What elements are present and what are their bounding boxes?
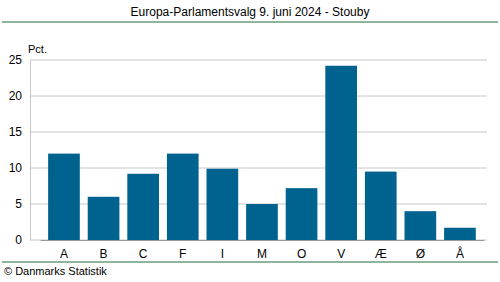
bar bbox=[48, 154, 80, 240]
bar bbox=[246, 204, 278, 240]
x-axis: ABCFIMOVÆØÅ bbox=[41, 240, 485, 261]
grid-line bbox=[30, 60, 487, 61]
y-tick-label: 20 bbox=[9, 89, 23, 103]
x-tick: V bbox=[337, 240, 345, 261]
bar bbox=[88, 197, 120, 240]
x-tick-label: C bbox=[139, 247, 148, 261]
x-tick: O bbox=[297, 240, 306, 261]
bar bbox=[127, 174, 159, 240]
y-tick: 25 bbox=[9, 53, 30, 67]
bar bbox=[207, 169, 239, 240]
bars bbox=[48, 66, 476, 240]
x-tick: Ø bbox=[416, 240, 425, 261]
grid-line bbox=[30, 132, 487, 133]
x-tick: I bbox=[221, 240, 224, 261]
title: Europa-Parlamentsvalg 9. juni 2024 - Sto… bbox=[131, 5, 370, 19]
x-tick: B bbox=[100, 240, 108, 261]
x-tick-label: B bbox=[100, 247, 108, 261]
bottom-rule bbox=[2, 262, 498, 263]
y-tick: 5 bbox=[15, 197, 30, 211]
y-tick-label: 10 bbox=[9, 161, 23, 175]
x-tick: C bbox=[139, 240, 148, 261]
x-tick-label: M bbox=[257, 247, 267, 261]
y-tick-label: 25 bbox=[9, 53, 23, 67]
x-tick-label: Æ bbox=[375, 247, 387, 261]
x-tick-label: O bbox=[297, 247, 306, 261]
source: © Danmarks Statistik bbox=[4, 265, 107, 277]
x-tick-label: Ø bbox=[416, 247, 425, 261]
bar bbox=[167, 154, 199, 240]
bar bbox=[286, 188, 318, 240]
x-tick-label: V bbox=[337, 247, 345, 261]
bar bbox=[365, 172, 397, 240]
x-tick: A bbox=[60, 240, 68, 261]
y-tick: 10 bbox=[9, 161, 30, 175]
chart: Europa-Parlamentsvalg 9. juni 2024 - Sto… bbox=[0, 0, 500, 282]
y-axis-line bbox=[30, 61, 31, 241]
y-tick-label: 5 bbox=[15, 197, 22, 211]
y-tick-label: 15 bbox=[9, 125, 23, 139]
x-tick-label: A bbox=[60, 247, 68, 261]
grid-line bbox=[30, 96, 487, 97]
bar bbox=[444, 228, 476, 240]
x-tick: Å bbox=[456, 240, 464, 261]
x-tick: Æ bbox=[375, 240, 387, 261]
bar bbox=[405, 211, 437, 240]
x-tick-label: Å bbox=[456, 246, 464, 261]
x-tick: F bbox=[179, 240, 186, 261]
y-tick: 15 bbox=[9, 125, 30, 139]
x-tick-label: F bbox=[179, 247, 186, 261]
y-tick-label: 0 bbox=[15, 233, 22, 247]
top-rule bbox=[2, 22, 498, 23]
grid bbox=[30, 60, 487, 240]
x-tick: M bbox=[257, 240, 267, 261]
bar bbox=[325, 66, 357, 240]
y-tick: 0 bbox=[15, 233, 30, 247]
x-axis-line bbox=[41, 240, 485, 241]
y-axis-title: Pct. bbox=[28, 43, 47, 55]
y-tick: 20 bbox=[9, 89, 30, 103]
x-tick-label: I bbox=[221, 247, 224, 261]
y-axis: 0 5 10 15 20 25 bbox=[9, 53, 31, 247]
grid-line bbox=[30, 168, 487, 169]
